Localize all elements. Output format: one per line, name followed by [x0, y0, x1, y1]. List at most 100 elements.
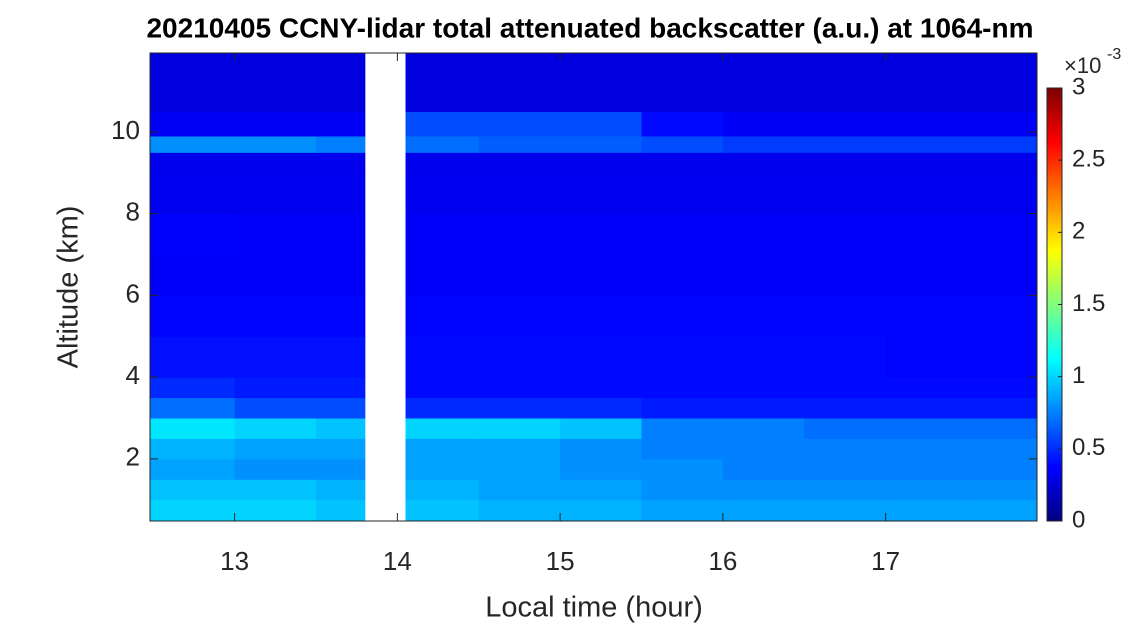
heatmap-cell	[316, 499, 366, 522]
colorbar-swatch	[1047, 385, 1062, 390]
colorbar-swatch	[1047, 321, 1062, 326]
heatmap-cell	[560, 152, 643, 174]
heatmap-cell	[804, 417, 887, 439]
colorbar-swatch	[1047, 351, 1062, 356]
heatmap-cell	[722, 53, 805, 112]
colorbar-swatch	[1047, 500, 1062, 505]
colorbar-swatch	[1047, 399, 1062, 404]
heatmap-cell	[234, 417, 317, 439]
heatmap-cell	[641, 479, 724, 501]
heatmap-cell	[234, 397, 317, 419]
heatmap-cell	[478, 417, 561, 439]
colorbar-swatch	[1047, 260, 1062, 265]
heatmap-cell	[885, 377, 968, 399]
x-tick-label: 16	[708, 546, 737, 576]
colorbar-tick-label: 3	[1072, 73, 1085, 100]
colorbar-swatch	[1047, 94, 1062, 99]
x-tick-label: 13	[220, 546, 249, 576]
colorbar-swatch	[1047, 392, 1062, 397]
colorbar-tick-label: 2.5	[1072, 146, 1105, 173]
colorbar-swatch	[1047, 426, 1062, 431]
colorbar-swatch	[1047, 382, 1062, 387]
colorbar-swatch	[1047, 175, 1062, 180]
colorbar-swatch	[1047, 257, 1062, 262]
colorbar-swatch	[1047, 118, 1062, 123]
heatmap-cell	[641, 172, 724, 215]
heatmap-cell	[722, 135, 805, 153]
heatmap-cell	[234, 499, 317, 522]
colorbar-swatch	[1047, 480, 1062, 485]
heatmap-cell	[641, 336, 724, 378]
colorbar-swatch	[1047, 470, 1062, 475]
colorbar-swatch	[1047, 402, 1062, 407]
colorbar-swatch	[1047, 331, 1062, 336]
heatmap-cell	[885, 397, 968, 419]
colorbar-swatch	[1047, 135, 1062, 140]
colorbar-swatch	[1047, 405, 1062, 410]
heatmap-cell	[641, 377, 724, 399]
colorbar-swatch	[1047, 395, 1062, 400]
heatmap-cell	[804, 295, 887, 337]
colorbar-swatch	[1047, 348, 1062, 353]
heatmap-cell	[316, 111, 366, 137]
colorbar-swatch	[1047, 456, 1062, 461]
colorbar-tick-label: 1.5	[1072, 290, 1105, 317]
heatmap-cell	[150, 336, 236, 378]
heatmap-cell	[150, 135, 236, 153]
heatmap-cell	[316, 458, 366, 480]
heatmap-cell	[641, 111, 724, 137]
heatmap-cell	[405, 397, 480, 419]
heatmap-cell	[560, 479, 643, 501]
heatmap-cell	[885, 499, 968, 522]
heatmap-cell	[967, 111, 1038, 137]
plot-frame	[149, 52, 1038, 522]
heatmap-cell	[560, 53, 643, 112]
colorbar-swatch	[1047, 334, 1062, 339]
heatmap-cell	[722, 213, 805, 256]
heatmap-cell	[967, 295, 1038, 337]
colorbar-swatch	[1047, 487, 1062, 492]
colorbar-swatch	[1047, 182, 1062, 187]
heatmap-cell	[885, 135, 968, 153]
colorbar-swatch	[1047, 453, 1062, 458]
heatmap-cell	[722, 254, 805, 296]
heatmap-cell	[967, 53, 1038, 112]
heatmap-cell	[150, 397, 236, 419]
colorbar-swatch	[1047, 199, 1062, 204]
heatmap-cell	[150, 479, 236, 501]
colorbar-swatch	[1047, 152, 1062, 157]
heatmap-cell	[478, 458, 561, 480]
colorbar-swatch	[1047, 504, 1062, 508]
heatmap-cell	[722, 499, 805, 522]
colorbar-tick-label: 0.5	[1072, 434, 1105, 461]
colorbar-swatch	[1047, 304, 1062, 309]
heatmap-cell	[560, 458, 643, 480]
colorbar-swatch	[1047, 274, 1062, 278]
colorbar-swatch	[1047, 419, 1062, 424]
heatmap-cell	[234, 135, 317, 153]
heatmap-cell	[804, 53, 887, 112]
colorbar-swatch	[1047, 439, 1062, 444]
colorbar-swatch	[1047, 236, 1062, 241]
heatmap-cell	[804, 172, 887, 215]
colorbar-swatch	[1047, 253, 1062, 258]
heatmap-cell	[560, 111, 643, 137]
colorbar-swatch	[1047, 88, 1062, 92]
heatmap-cell	[316, 213, 366, 256]
heatmap-cell	[405, 111, 480, 137]
heatmap-cell	[722, 438, 805, 460]
heatmap-cell	[316, 53, 366, 112]
heatmap-cell	[885, 438, 968, 460]
heatmap-cell	[641, 499, 724, 522]
heatmap-cell	[967, 499, 1038, 522]
colorbar-swatch	[1047, 338, 1062, 343]
heatmap-cell	[560, 438, 643, 460]
colorbar-swatch	[1047, 172, 1062, 177]
chart-title: 20210405 CCNY-lidar total attenuated bac…	[146, 12, 1033, 43]
colorbar-swatch	[1047, 246, 1062, 251]
heatmap-cell	[560, 336, 643, 378]
colorbar-swatch	[1047, 243, 1062, 248]
heatmap-cell	[150, 438, 236, 460]
colorbar-swatch	[1047, 131, 1062, 136]
y-tick-label: 10	[111, 115, 140, 145]
